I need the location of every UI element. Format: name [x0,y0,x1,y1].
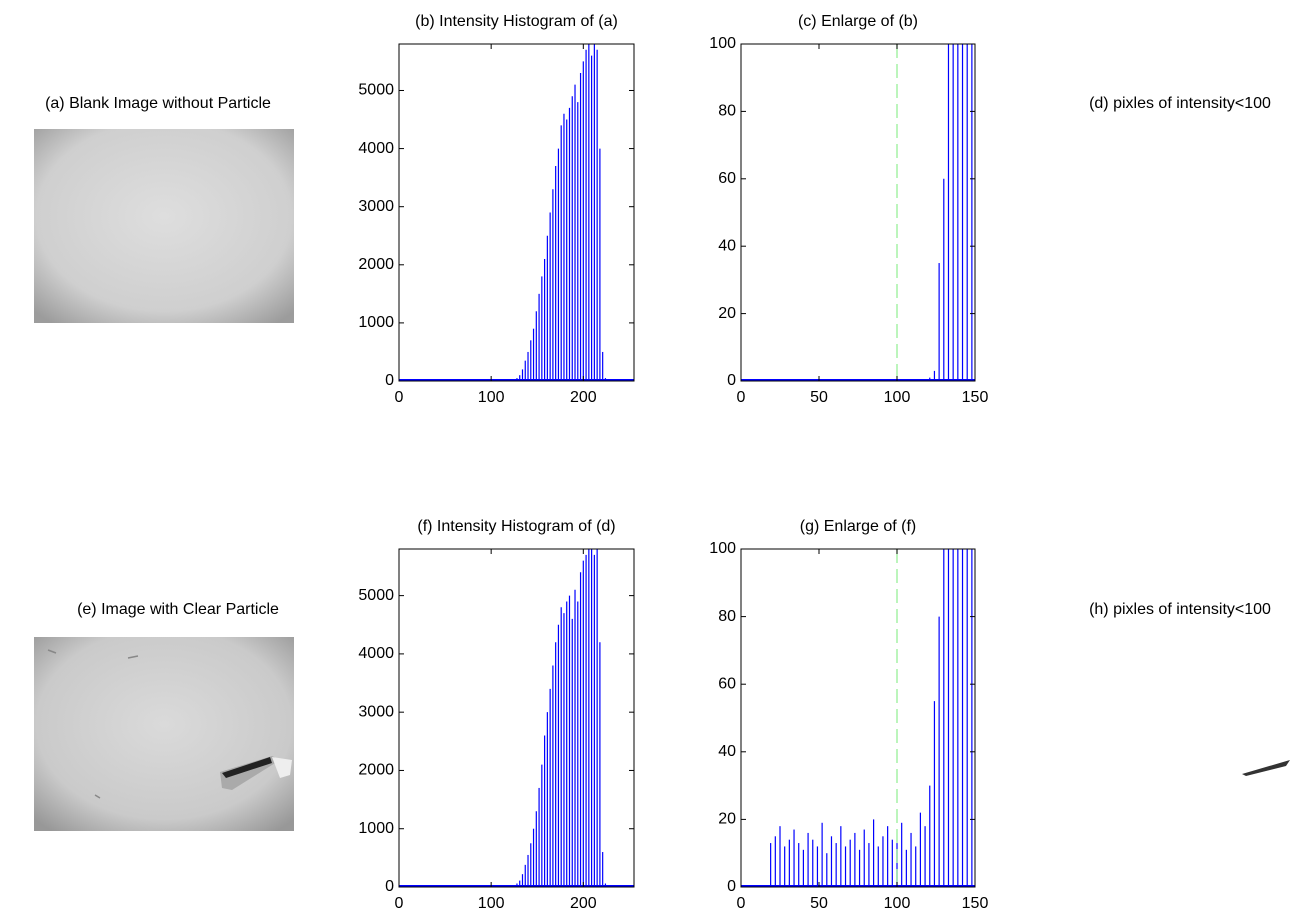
x-tick-label: 100 [478,389,505,406]
y-tick-label: 20 [718,305,736,322]
particle-image [34,637,294,831]
y-tick-label: 2000 [358,762,394,779]
chart: (f) Intensity Histogram of (d)0 100 200010… [358,518,635,912]
y-tick-label: 5000 [358,82,394,99]
x-tick-label: 50 [810,895,828,912]
y-tick-label: 20 [718,811,736,828]
x-tick-label: 100 [884,389,911,406]
x-tick-label: 0 [737,389,746,406]
y-tick-label: 100 [709,540,736,557]
x-tick-label: 150 [962,389,989,406]
axes-frame [398,43,635,382]
x-tick-label: 50 [810,389,828,406]
axes-frame [398,548,635,888]
x-tick-label: 0 [737,895,746,912]
x-tick-label: 100 [884,895,911,912]
x-tick-label: 0 [395,389,404,406]
y-tick-label: 5000 [358,587,394,604]
y-tick-label: 4000 [358,645,394,662]
axes-frame [740,548,976,888]
image-title: (d) pixles of intensity<100 [1089,95,1271,112]
image-title: (e) Image with Clear Particle [77,601,279,618]
x-tick-label: 100 [478,895,505,912]
x-tick-label: 0 [395,895,404,912]
x-tick-label: 200 [570,895,597,912]
y-tick-label: 3000 [358,703,394,720]
chart-title: (b) Intensity Histogram of (a) [415,13,618,30]
y-tick-label: 3000 [358,198,394,215]
y-tick-label: 60 [718,170,736,187]
particle-pixels [1242,760,1290,776]
y-tick-label: 40 [718,237,736,254]
y-tick-label: 100 [709,35,736,52]
x-tick-label: 150 [962,895,989,912]
plot-area [741,549,975,887]
chart-title: (g) Enlarge of (f) [800,518,916,535]
y-tick-label: 4000 [358,140,394,157]
y-tick-label: 2000 [358,256,394,273]
chart-title: (f) Intensity Histogram of (d) [417,518,615,535]
y-tick-label: 0 [385,878,394,895]
image-title: (a) Blank Image without Particle [45,95,271,112]
plot-area [399,549,634,887]
chart-title: (c) Enlarge of (b) [798,13,918,30]
y-tick-label: 0 [727,878,736,895]
chart: (b) Intensity Histogram of (a)0 100 200010… [358,13,635,406]
y-tick-label: 80 [718,608,736,625]
y-tick-label: 0 [385,372,394,389]
image-title: (h) pixles of intensity<100 [1089,601,1271,618]
plot-area [399,44,634,381]
y-tick-label: 1000 [358,314,394,331]
x-tick-label: 200 [570,389,597,406]
blank-image [34,129,294,323]
chart: (c) Enlarge of (b) 0 50 100 150 0 20 40 60 80 100 [709,13,989,406]
plot-area [741,44,975,381]
y-tick-label: 0 [727,372,736,389]
y-tick-label: 80 [718,103,736,120]
chart: (g) Enlarge of (f) 0 50 100 150 0 20 40 60 80 100 [709,518,989,912]
axes-frame [740,43,976,382]
y-tick-label: 40 [718,743,736,760]
y-tick-label: 1000 [358,820,394,837]
charts: (b) Intensity Histogram of (a)0 100 200010… [358,13,989,912]
y-tick-label: 60 [718,675,736,692]
